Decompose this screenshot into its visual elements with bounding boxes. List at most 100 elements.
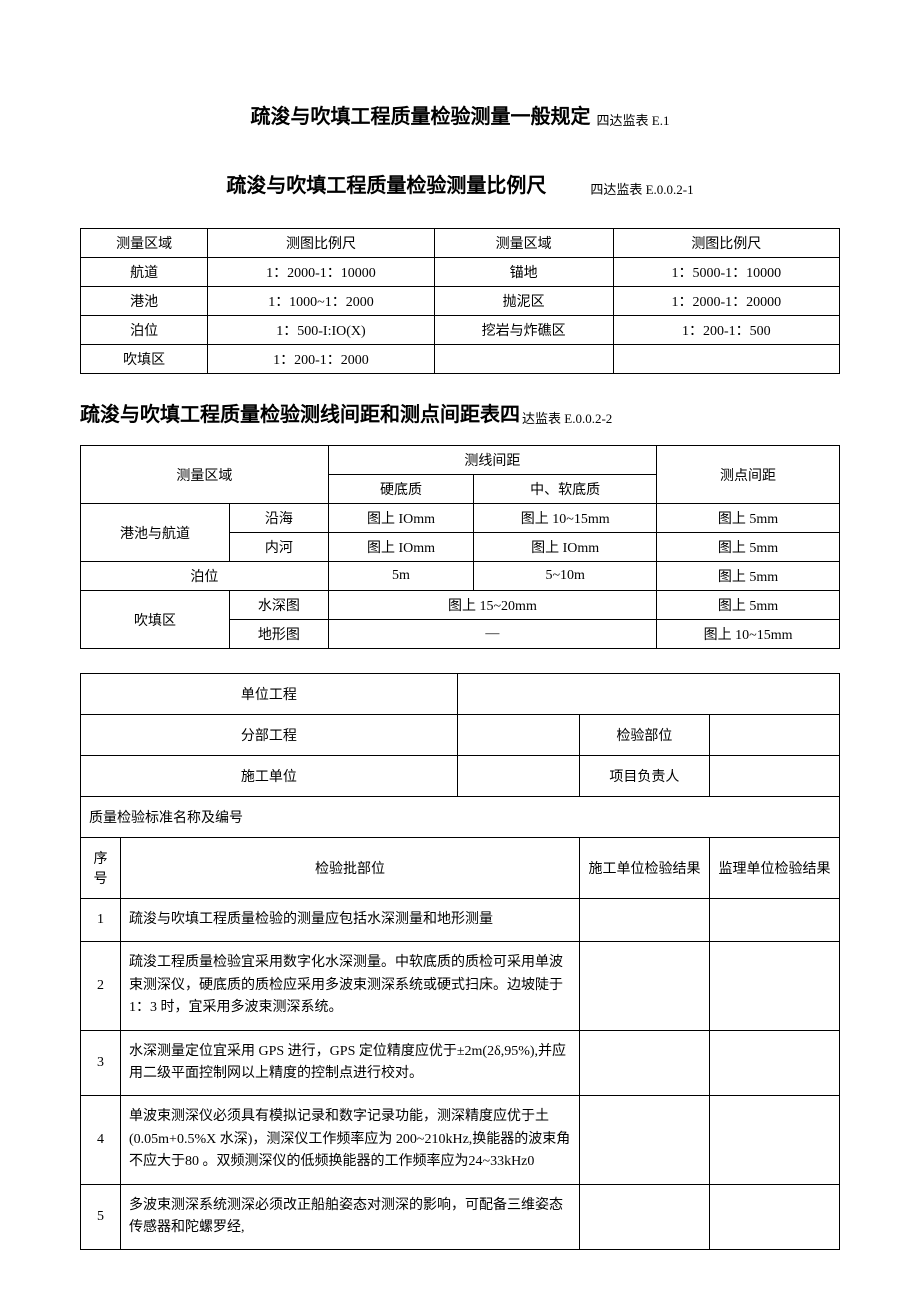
table-row: 测量区域 测线间距 测点间距 bbox=[81, 446, 840, 475]
table-cell: 图上 5mm bbox=[657, 504, 840, 533]
table-row: 1 疏浚与吹填工程质量检验的测量应包括水深测量和地形测量 bbox=[81, 899, 840, 942]
inspection-table: 单位工程 分部工程 检验部位 施工单位 项目负责人 质量检验标准名称及编号 序号… bbox=[80, 673, 840, 1250]
table-cell: 图上 5mm bbox=[657, 562, 840, 591]
table-cell: 沿海 bbox=[230, 504, 329, 533]
table-cell bbox=[434, 345, 613, 374]
item-seq: 1 bbox=[81, 899, 121, 942]
table-cell: 港池 bbox=[81, 287, 208, 316]
value-project-leader bbox=[710, 756, 840, 797]
table-cell: 内河 bbox=[230, 533, 329, 562]
table-row: 单位工程 bbox=[81, 674, 840, 715]
table-cell: — bbox=[328, 620, 656, 649]
item-seq: 3 bbox=[81, 1030, 121, 1096]
table-cell: 锚地 bbox=[434, 258, 613, 287]
table-row: 5 多波束测深系统测深必须改正船舶姿态对测深的影响，可配备三维姿态传感器和陀螺罗… bbox=[81, 1184, 840, 1250]
table-row: 3 水深测量定位宜采用 GPS 进行，GPS 定位精度应优于±2m(2δ,95%… bbox=[81, 1030, 840, 1096]
table-cell: 1：5000-1：10000 bbox=[613, 258, 839, 287]
scale-table: 测量区域 测图比例尺 测量区域 测图比例尺 航道 1：2000-1：10000 … bbox=[80, 228, 840, 374]
item-seq: 5 bbox=[81, 1184, 121, 1250]
value-construction-unit bbox=[457, 756, 579, 797]
table-cell bbox=[613, 345, 839, 374]
table-row: 泊位 1：500-I:IO(X) 挖岩与炸礁区 1：200-1：500 bbox=[81, 316, 840, 345]
table-cell: 图上 IOmm bbox=[328, 504, 474, 533]
table-cell: 地形图 bbox=[230, 620, 329, 649]
table-row: 吹填区 水深图 图上 15~20mm 图上 5mm bbox=[81, 591, 840, 620]
item-supervisor-result bbox=[710, 942, 840, 1030]
table-row: 序号 检验批部位 施工单位检验结果 监理单位检验结果 bbox=[81, 838, 840, 899]
table-header: 测量区域 bbox=[434, 229, 613, 258]
item-supervisor-result bbox=[710, 1184, 840, 1250]
header-batch: 检验批部位 bbox=[121, 838, 580, 899]
title-3-row: 疏浚与吹填工程质量检验测线间距和测点间距表四 达监表 E.0.0.2-2 bbox=[80, 398, 840, 427]
table-cell: 图上 5mm bbox=[657, 591, 840, 620]
title-3: 疏浚与吹填工程质量检验测线间距和测点间距表四 bbox=[80, 398, 520, 427]
table-header: 测线间距 bbox=[328, 446, 656, 475]
item-construction-result bbox=[580, 899, 710, 942]
table-row: 质量检验标准名称及编号 bbox=[81, 797, 840, 838]
table-cell: 港池与航道 bbox=[81, 504, 230, 562]
label-sub-project: 分部工程 bbox=[81, 715, 458, 756]
item-supervisor-result bbox=[710, 1030, 840, 1096]
table-cell: 吹填区 bbox=[81, 345, 208, 374]
table-cell: 航道 bbox=[81, 258, 208, 287]
table-cell: 图上 10~15mm bbox=[474, 504, 657, 533]
table-cell: 5~10m bbox=[474, 562, 657, 591]
title-1-label: 四达监表 E.1 bbox=[597, 110, 670, 129]
item-desc: 疏浚工程质量检验宜采用数字化水深测量。中软底质的质检可采用单波束测深仪，硬底质的… bbox=[121, 942, 580, 1030]
title-3-label: 达监表 E.0.0.2-2 bbox=[522, 408, 612, 427]
item-desc: 疏浚与吹填工程质量检验的测量应包括水深测量和地形测量 bbox=[121, 899, 580, 942]
header-supervisor-result: 监理单位检验结果 bbox=[710, 838, 840, 899]
table-cell: 泊位 bbox=[81, 562, 329, 591]
table-header: 测量区域 bbox=[81, 229, 208, 258]
item-supervisor-result bbox=[710, 1096, 840, 1184]
table-cell: 图上 15~20mm bbox=[328, 591, 656, 620]
value-unit-project bbox=[457, 674, 839, 715]
table-row: 测量区域 测图比例尺 测量区域 测图比例尺 bbox=[81, 229, 840, 258]
label-inspection-part: 检验部位 bbox=[579, 715, 709, 756]
table-row: 吹填区 1：200-1：2000 bbox=[81, 345, 840, 374]
title-2-label: 四达监表 E.0.0.2-1 bbox=[590, 179, 693, 198]
table-cell: 1：200-1：500 bbox=[613, 316, 839, 345]
title-1: 疏浚与吹填工程质量检验测量一般规定 bbox=[251, 100, 591, 129]
label-project-leader: 项目负责人 bbox=[579, 756, 709, 797]
spacing-table: 测量区域 测线间距 测点间距 硬底质 中、软底质 港池与航道 沿海 图上 IOm… bbox=[80, 445, 840, 649]
item-construction-result bbox=[580, 1030, 710, 1096]
item-construction-result bbox=[580, 1096, 710, 1184]
label-unit-project: 单位工程 bbox=[81, 674, 458, 715]
table-header: 测图比例尺 bbox=[208, 229, 434, 258]
table-header: 硬底质 bbox=[328, 475, 474, 504]
label-standard-name: 质量检验标准名称及编号 bbox=[81, 797, 840, 838]
item-desc: 多波束测深系统测深必须改正船舶姿态对测深的影响，可配备三维姿态传感器和陀螺罗经, bbox=[121, 1184, 580, 1250]
item-construction-result bbox=[580, 1184, 710, 1250]
title-2-row: 疏浚与吹填工程质量检验测量比例尺 四达监表 E.0.0.2-1 bbox=[80, 169, 840, 198]
table-row: 2 疏浚工程质量检验宜采用数字化水深测量。中软底质的质检可采用单波束测深仪，硬底… bbox=[81, 942, 840, 1030]
item-desc: 单波束测深仪必须具有模拟记录和数字记录功能，测深精度应优于土(0.05m+0.5… bbox=[121, 1096, 580, 1184]
item-desc: 水深测量定位宜采用 GPS 进行，GPS 定位精度应优于±2m(2δ,95%),… bbox=[121, 1030, 580, 1096]
item-seq: 4 bbox=[81, 1096, 121, 1184]
table-row: 施工单位 项目负责人 bbox=[81, 756, 840, 797]
table-cell: 1：200-1：2000 bbox=[208, 345, 434, 374]
table-row: 航道 1：2000-1：10000 锚地 1：5000-1：10000 bbox=[81, 258, 840, 287]
table-header: 测量区域 bbox=[81, 446, 329, 504]
table-row: 分部工程 检验部位 bbox=[81, 715, 840, 756]
table-row: 港池 1：1000~1：2000 抛泥区 1：2000-1：20000 bbox=[81, 287, 840, 316]
title-1-row: 疏浚与吹填工程质量检验测量一般规定 四达监表 E.1 bbox=[80, 100, 840, 129]
item-seq: 2 bbox=[81, 942, 121, 1030]
table-cell: 1：1000~1：2000 bbox=[208, 287, 434, 316]
table-cell: 抛泥区 bbox=[434, 287, 613, 316]
label-construction-unit: 施工单位 bbox=[81, 756, 458, 797]
table-header: 测点间距 bbox=[657, 446, 840, 504]
value-inspection-part bbox=[710, 715, 840, 756]
table-cell: 图上 IOmm bbox=[328, 533, 474, 562]
header-construction-result: 施工单位检验结果 bbox=[580, 838, 710, 899]
table-cell: 1：2000-1：10000 bbox=[208, 258, 434, 287]
table-cell: 吹填区 bbox=[81, 591, 230, 649]
table-cell: 图上 10~15mm bbox=[657, 620, 840, 649]
table-cell: 挖岩与炸礁区 bbox=[434, 316, 613, 345]
table-cell: 5m bbox=[328, 562, 474, 591]
table-row: 泊位 5m 5~10m 图上 5mm bbox=[81, 562, 840, 591]
value-sub-project bbox=[457, 715, 579, 756]
table-row: 4 单波束测深仪必须具有模拟记录和数字记录功能，测深精度应优于土(0.05m+0… bbox=[81, 1096, 840, 1184]
table-cell: 泊位 bbox=[81, 316, 208, 345]
item-supervisor-result bbox=[710, 899, 840, 942]
